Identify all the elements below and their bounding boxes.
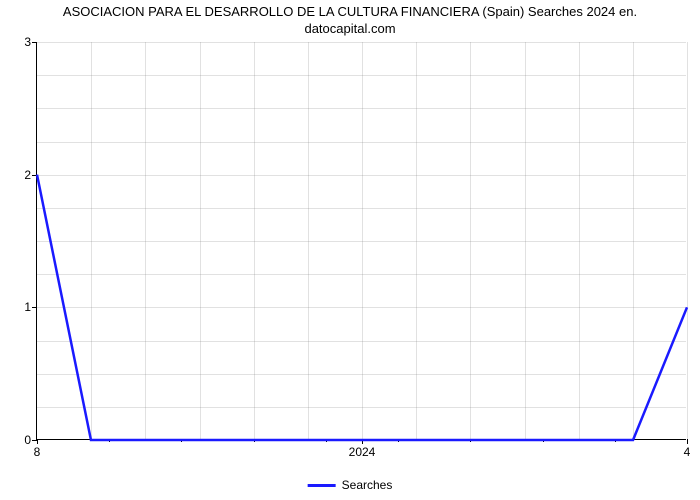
chart-title: ASOCIACION PARA EL DESARROLLO DE LA CULT…: [0, 4, 700, 38]
line-chart: ASOCIACION PARA EL DESARROLLO DE LA CULT…: [0, 0, 700, 500]
legend-swatch: [308, 484, 336, 487]
series-line: [37, 175, 687, 440]
ytick-label: 1: [24, 300, 31, 314]
xtick-label: 8: [34, 445, 41, 459]
xtick-label: 4: [684, 445, 691, 459]
gridline-vertical: [687, 42, 688, 439]
ytick-label: 0: [24, 433, 31, 447]
chart-title-line2: datocapital.com: [304, 21, 395, 36]
ytick-label: 3: [24, 35, 31, 49]
ytick-label: 2: [24, 168, 31, 182]
xtick-label: 2024: [349, 445, 376, 459]
legend: Searches: [308, 478, 393, 492]
plot-area: 0123820244: [36, 42, 686, 440]
legend-label: Searches: [342, 478, 393, 492]
chart-title-line1: ASOCIACION PARA EL DESARROLLO DE LA CULT…: [63, 4, 637, 19]
series-layer: [37, 42, 687, 440]
xtick-mark: [687, 439, 688, 444]
